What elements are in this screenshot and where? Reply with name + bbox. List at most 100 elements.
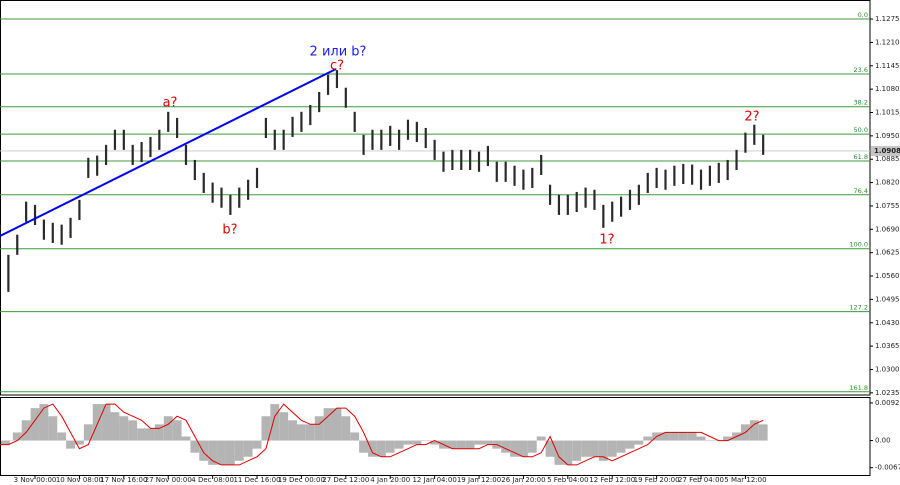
x-tick-label: 3 Nov 00:00 — [14, 476, 57, 484]
y-tick-label: 1.1080 — [875, 85, 900, 93]
osc-bar — [296, 424, 306, 441]
price-bars — [0, 70, 765, 292]
osc-bar — [243, 440, 253, 457]
osc-bar — [234, 440, 244, 461]
osc-bar — [217, 440, 226, 465]
osc-bar — [225, 440, 235, 465]
wave-label: 2? — [744, 110, 759, 125]
osc-y-tick-label: -0.0067 — [875, 464, 900, 472]
osc-bar — [501, 440, 511, 453]
fib-label: 127.2 — [849, 304, 868, 312]
fib-label: 61.8 — [854, 153, 868, 161]
osc-bar — [536, 436, 546, 441]
fib-label: 38.2 — [854, 99, 868, 107]
osc-bar — [83, 424, 93, 441]
x-tick-label: 27 Feb 04:00 — [678, 476, 724, 484]
x-tick-label: 11 Dec 16:00 — [233, 476, 280, 484]
osc-bar — [48, 416, 58, 441]
osc-bar — [456, 440, 466, 449]
osc-bar — [483, 440, 493, 445]
x-tick-label: 27 Nov 00:00 — [145, 476, 192, 484]
osc-bar — [208, 440, 218, 465]
osc-bar — [21, 420, 31, 441]
osc-bar — [288, 420, 297, 441]
osc-bar — [3, 440, 13, 442]
y-tick-label: 1.0300 — [875, 365, 900, 373]
wave-label: 1? — [599, 233, 614, 248]
y-tick-label: 1.0430 — [875, 319, 900, 327]
osc-bar — [101, 404, 111, 441]
osc-bar — [172, 420, 182, 441]
osc-bar — [350, 432, 360, 441]
y-tick-label: 1.0235 — [875, 389, 900, 397]
fib-label: 100.0 — [849, 241, 868, 249]
osc-bar — [758, 424, 768, 441]
wave-label: c? — [330, 59, 344, 74]
osc-bar — [181, 436, 191, 441]
osc-bar — [190, 440, 200, 453]
osc-bar — [696, 436, 706, 441]
signal-line — [0, 403, 764, 466]
osc-bar — [661, 432, 670, 441]
osc-bar — [394, 440, 404, 449]
y-tick-label: 1.1210 — [875, 38, 900, 46]
y-tick-label: 1.1015 — [875, 108, 900, 116]
osc-bar — [447, 440, 457, 449]
x-tick-label: 17 Nov 16:00 — [100, 476, 147, 484]
y-tick-label: 1.1275 — [875, 15, 900, 23]
osc-bar — [749, 420, 759, 441]
wave-label: 2 или b? — [310, 45, 367, 60]
osc-bar — [137, 428, 147, 441]
x-tick-label: 27 Dec 12:00 — [322, 476, 369, 484]
osc-bar — [305, 424, 315, 441]
osc-bar — [128, 420, 138, 441]
osc-bar — [252, 440, 262, 449]
osc-bar — [527, 440, 537, 453]
x-tick-label: 4 Dec 08:00 — [191, 476, 234, 484]
osc-bar — [376, 440, 386, 457]
osc-bar — [154, 424, 164, 441]
x-tick-label: 19 Dec 00:00 — [278, 476, 325, 484]
y-tick-label: 1.0755 — [875, 202, 900, 210]
x-tick-label: 12 Jan 04:00 — [412, 476, 456, 484]
y-tick-label: 1.0690 — [875, 225, 900, 233]
osc-bar — [279, 412, 289, 441]
y-tick-label: 1.0495 — [875, 295, 900, 303]
y-tick-label: 1.0820 — [875, 179, 900, 187]
osc-y-tick-label: 0.00929 — [875, 399, 900, 407]
fib-label: 161.8 — [849, 384, 868, 392]
osc-bar — [607, 440, 617, 457]
osc-bar — [643, 436, 653, 441]
osc-bar — [385, 440, 395, 453]
osc-bar — [625, 440, 635, 449]
fib-label: 23.6 — [854, 66, 868, 74]
osc-bar — [1, 440, 10, 445]
fib-levels: 0.0 23.6 38.2 50.0 61.8 76.4 100.0 127.2 161.8 — [0, 11, 870, 393]
fib-label: 50.0 — [854, 126, 868, 134]
osc-bar — [545, 440, 555, 457]
osc-bar — [572, 440, 582, 461]
osc-bar — [74, 440, 84, 445]
y-tick-label: 1.0365 — [875, 342, 900, 350]
x-tick-label: 12 Feb 12:00 — [589, 476, 635, 484]
wave-annotations: 2 или b?c? a? b? 1? 2? — [163, 45, 760, 248]
osc-bar — [368, 440, 377, 457]
osc-bar — [705, 440, 715, 442]
x-tick-label: 10 Nov 08:00 — [56, 476, 103, 484]
fib-label: 76.4 — [854, 187, 868, 195]
osc-bar — [323, 408, 333, 441]
osc-bar — [687, 432, 697, 441]
osc-bar — [92, 404, 102, 441]
osc-bar — [163, 416, 173, 441]
y-tick-label: 1.0560 — [875, 272, 900, 280]
osc-bar — [474, 440, 484, 445]
osc-bar — [12, 432, 22, 441]
oscillator-panel-frame — [0, 397, 871, 476]
axes: 1.1275 1.1210 1.1145 1.1080 1.1015 1.0950 1.08… — [14, 15, 900, 484]
osc-bar — [119, 416, 129, 441]
osc-bar — [314, 416, 324, 441]
osc-bar — [616, 440, 626, 453]
y-tick-label: 1.0950 — [875, 132, 900, 140]
osc-bar — [270, 404, 280, 441]
osc-bar — [598, 440, 608, 461]
